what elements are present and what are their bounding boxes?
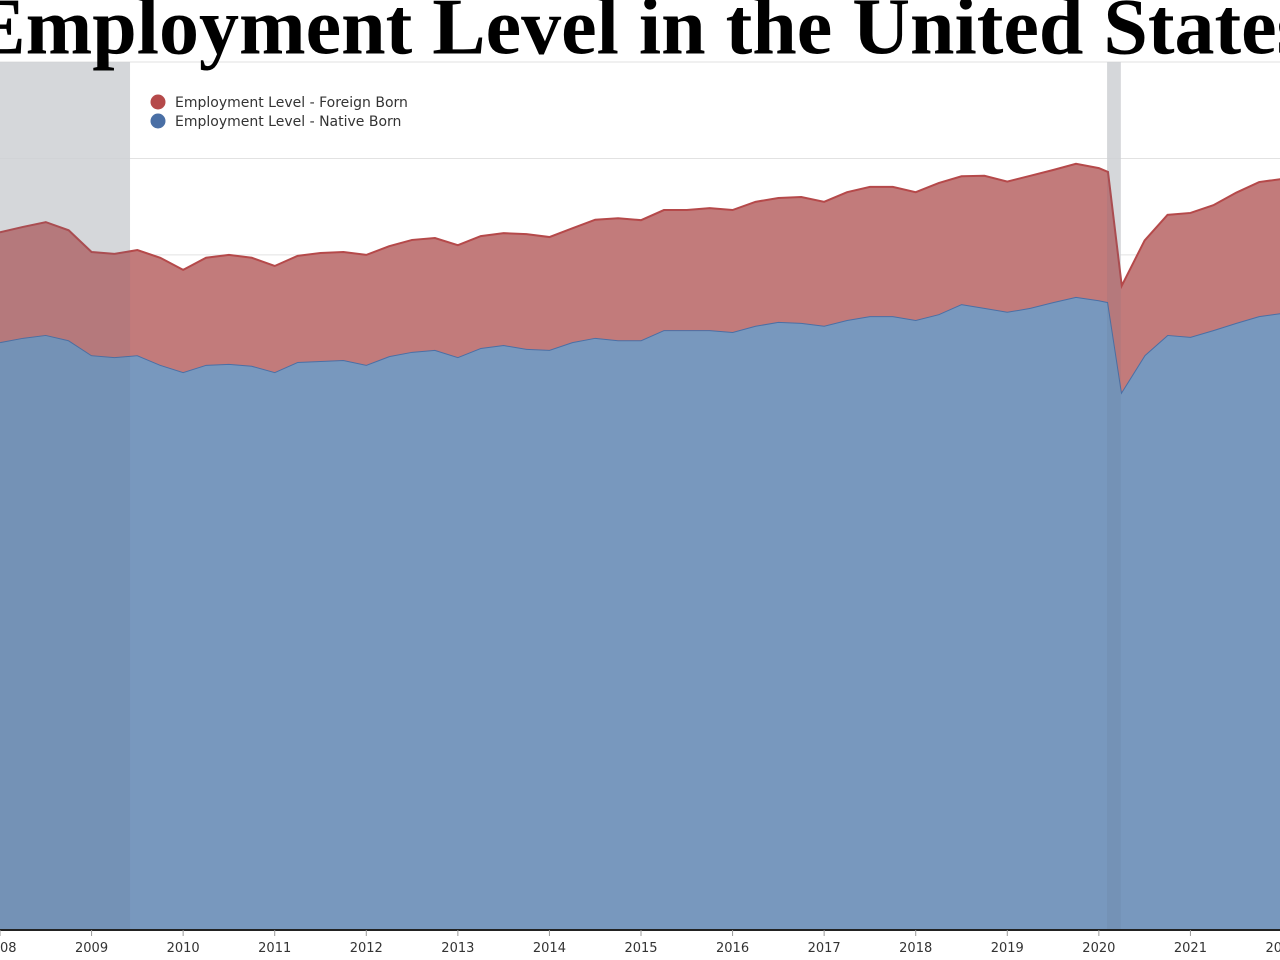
area [0,163,1280,392]
x-tick-label: 2019 [991,941,1024,956]
x-tick-label: 2017 [808,941,841,956]
legend-label: Employment Level - Foreign Born [175,95,408,111]
legend-marker [150,94,166,110]
x-tick-label: 2013 [441,941,474,956]
plot-area: 2008 2009 2010 2011 2012 2013 2014 2015 2016 2017… [0,61,1280,956]
x-tick-label: 2015 [624,941,657,956]
area [0,296,1280,930]
legend-marker [150,113,166,129]
x-tick-label: 2022 [1265,941,1280,956]
x-tick-label: 2012 [350,941,383,956]
x-tick-label: 2010 [167,941,200,956]
x-tick-label: 2021 [1174,941,1207,956]
x-tick-label: 2014 [533,941,566,956]
x-tick-label: 2016 [716,941,749,956]
x-tick-label: 2018 [899,941,932,956]
legend-label: Employment Level - Native Born [175,114,401,130]
x-tick-label: 2008 [0,941,17,956]
x-tick-label: 2009 [75,941,108,956]
x-tick-label: 2020 [1082,941,1115,956]
recession-overlay [0,62,131,930]
area-line [0,162,1280,290]
recession-overlay [1107,62,1121,930]
x-tick-label: 2011 [258,941,291,956]
chart-title: Employment Level in the United States [0,0,1280,71]
